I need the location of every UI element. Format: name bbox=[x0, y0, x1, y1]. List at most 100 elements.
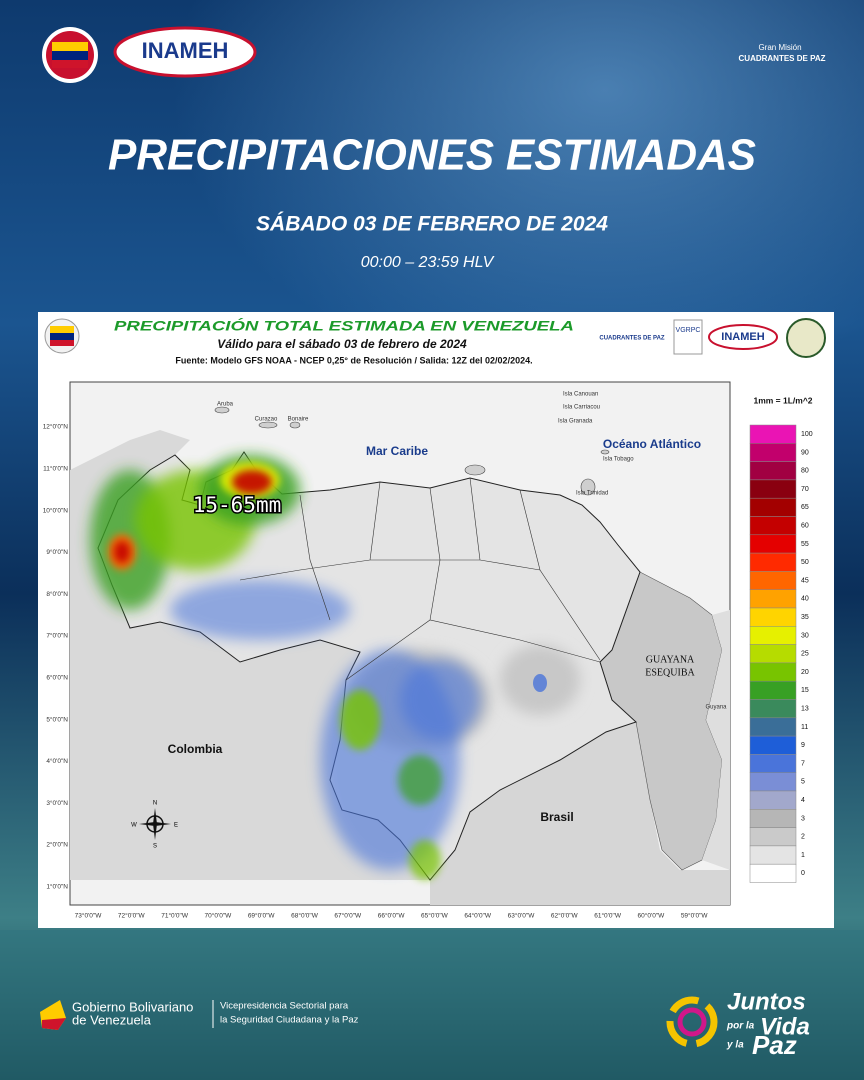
panel-inameh-logo: INAMEH bbox=[721, 331, 764, 343]
lat-label: 4°0'0"N bbox=[46, 757, 68, 765]
legend-label: 1 bbox=[801, 852, 805, 859]
compass: N S E W bbox=[131, 801, 178, 850]
lat-label: 6°0'0"N bbox=[46, 674, 68, 682]
legend-label: 0 bbox=[801, 870, 805, 877]
legend-label: 90 bbox=[801, 449, 809, 456]
lon-label: 70°0'0"W bbox=[205, 912, 233, 920]
lon-label: 64°0'0"W bbox=[464, 912, 492, 920]
legend-label: 30 bbox=[801, 632, 809, 639]
lon-label: 69°0'0"W bbox=[248, 912, 276, 920]
legend-label: 50 bbox=[801, 559, 809, 566]
lon-label: 68°0'0"W bbox=[291, 912, 319, 920]
juntos-text-4: y la bbox=[726, 1040, 744, 1051]
legend-label: 60 bbox=[801, 522, 809, 529]
legend-label: 2 bbox=[801, 834, 805, 841]
lat-label: 5°0'0"N bbox=[46, 715, 68, 723]
juntos-logo-inner bbox=[677, 1007, 707, 1037]
legend-label: 40 bbox=[801, 596, 809, 603]
legend-swatch bbox=[749, 699, 797, 719]
gob-text-2: de Venezuela bbox=[72, 1012, 152, 1027]
carriacou-label: Isla Carriacou bbox=[563, 405, 600, 411]
legend-swatch bbox=[749, 479, 797, 499]
rain-annotation: 15-65mm bbox=[193, 493, 282, 517]
legend-swatch bbox=[749, 534, 797, 554]
legend: 1009080706560555045403530252015131197543… bbox=[749, 424, 813, 883]
lat-label: 2°0'0"N bbox=[46, 841, 68, 849]
vgrpc-logo-box bbox=[673, 319, 703, 355]
legend-label: 7 bbox=[801, 760, 805, 767]
lon-label: 73°0'0"W bbox=[75, 912, 103, 920]
legend-label: 4 bbox=[801, 797, 805, 804]
poster-title: PRECIPITACIONES ESTIMADAS bbox=[108, 131, 756, 180]
lon-label: 65°0'0"W bbox=[421, 912, 449, 920]
map-panel: PRECIPITACIÓN TOTAL ESTIMADA EN VENEZUEL… bbox=[38, 312, 834, 928]
lon-label: 72°0'0"W bbox=[118, 912, 146, 920]
legend-title: 1mm = 1L/m^2 bbox=[753, 395, 812, 405]
legend-label: 25 bbox=[801, 651, 809, 658]
inameh-logo-text: INAMEH bbox=[142, 38, 229, 63]
legend-swatch bbox=[749, 644, 797, 664]
legend-swatch bbox=[749, 717, 797, 737]
legend-swatch bbox=[749, 662, 797, 682]
legend-swatch bbox=[749, 443, 797, 462]
lon-label: 59°0'0"W bbox=[681, 912, 709, 920]
granada-label: Isla Granada bbox=[558, 419, 593, 425]
panel-cuadrantes-logo: CUADRANTES DE PAZ bbox=[599, 336, 665, 342]
juntos-text-5: Paz bbox=[752, 1030, 797, 1060]
legend-label: 5 bbox=[801, 779, 805, 786]
legend-swatch bbox=[749, 626, 797, 645]
legend-swatch bbox=[749, 552, 797, 572]
panel-inameh-logo-ring bbox=[708, 324, 778, 350]
trinidad-label: Isla Trinidad bbox=[576, 491, 608, 497]
guayana-label: GUAYANA bbox=[646, 654, 695, 665]
aruba-label: Aruba bbox=[217, 402, 234, 408]
lat-label: 8°0'0"N bbox=[46, 590, 68, 598]
legend-label: 45 bbox=[801, 577, 809, 584]
legend-label: 11 bbox=[801, 724, 808, 731]
cuadrantes-logo-bottom: CUADRANTES DE PAZ bbox=[739, 54, 826, 63]
venezuela-seal bbox=[42, 27, 98, 83]
panel-flag-logo bbox=[44, 318, 80, 354]
lat-label: 10°0'0"N bbox=[43, 506, 69, 514]
lon-label: 71°0'0"W bbox=[161, 912, 189, 920]
map-source: Fuente: Modelo GFS NOAA - NCEP 0,25° de … bbox=[175, 355, 532, 365]
lat-label: 9°0'0"N bbox=[46, 548, 68, 556]
legend-swatch bbox=[749, 735, 797, 755]
curazao-label: Curazao bbox=[255, 417, 278, 423]
legend-swatch bbox=[749, 863, 797, 883]
poster-time: 00:00 – 23:59 HLV bbox=[361, 254, 495, 271]
legend-swatch bbox=[749, 754, 797, 773]
juntos-text-2: por la bbox=[726, 1021, 755, 1032]
guyana-land bbox=[702, 610, 730, 870]
legend-swatch bbox=[749, 790, 797, 810]
state-borders bbox=[239, 477, 601, 681]
legend-label: 20 bbox=[801, 669, 809, 676]
cuadrantes-logo-top: Gran Misión bbox=[758, 43, 801, 52]
legend-label: 3 bbox=[801, 815, 805, 822]
colombia-label: Colombia bbox=[168, 742, 223, 756]
canouan-label: Isla Canouan bbox=[563, 392, 598, 398]
lon-label: 60°0'0"W bbox=[638, 912, 666, 920]
lat-label: 1°0'0"N bbox=[46, 883, 68, 891]
legend-swatch bbox=[749, 516, 797, 536]
lon-label: 61°0'0"W bbox=[594, 912, 622, 920]
legend-swatch bbox=[749, 680, 797, 700]
cuadrantes-logo: Gran Misión CUADRANTES DE PAZ bbox=[739, 43, 826, 63]
caribbean-label: Mar Caribe bbox=[366, 444, 428, 458]
compass-n: N bbox=[153, 801, 157, 807]
legend-label: 55 bbox=[801, 541, 809, 548]
atlantic-label: Océano Atlántico bbox=[603, 437, 701, 451]
legend-label: 15 bbox=[801, 687, 809, 694]
legend-swatch bbox=[749, 845, 797, 865]
legend-label: 65 bbox=[801, 504, 809, 511]
juntos-logo bbox=[666, 996, 718, 1048]
lat-label: 12°0'0"N bbox=[43, 423, 69, 431]
legend-swatch bbox=[749, 809, 797, 828]
graticule-labels: 12°0'0"N 11°0'0"N 10°0'0"N 9°0'0"N 8°0'0"N 7°… bbox=[43, 423, 709, 920]
map-content: Mar Caribe Océano Atlántico Colombia Bra… bbox=[70, 382, 730, 905]
floor-tiles bbox=[0, 930, 864, 1080]
lon-label: 66°0'0"W bbox=[378, 912, 406, 920]
islands bbox=[214, 406, 610, 496]
vice-text-1: Vicepresidencia Sectorial para bbox=[220, 1001, 349, 1012]
